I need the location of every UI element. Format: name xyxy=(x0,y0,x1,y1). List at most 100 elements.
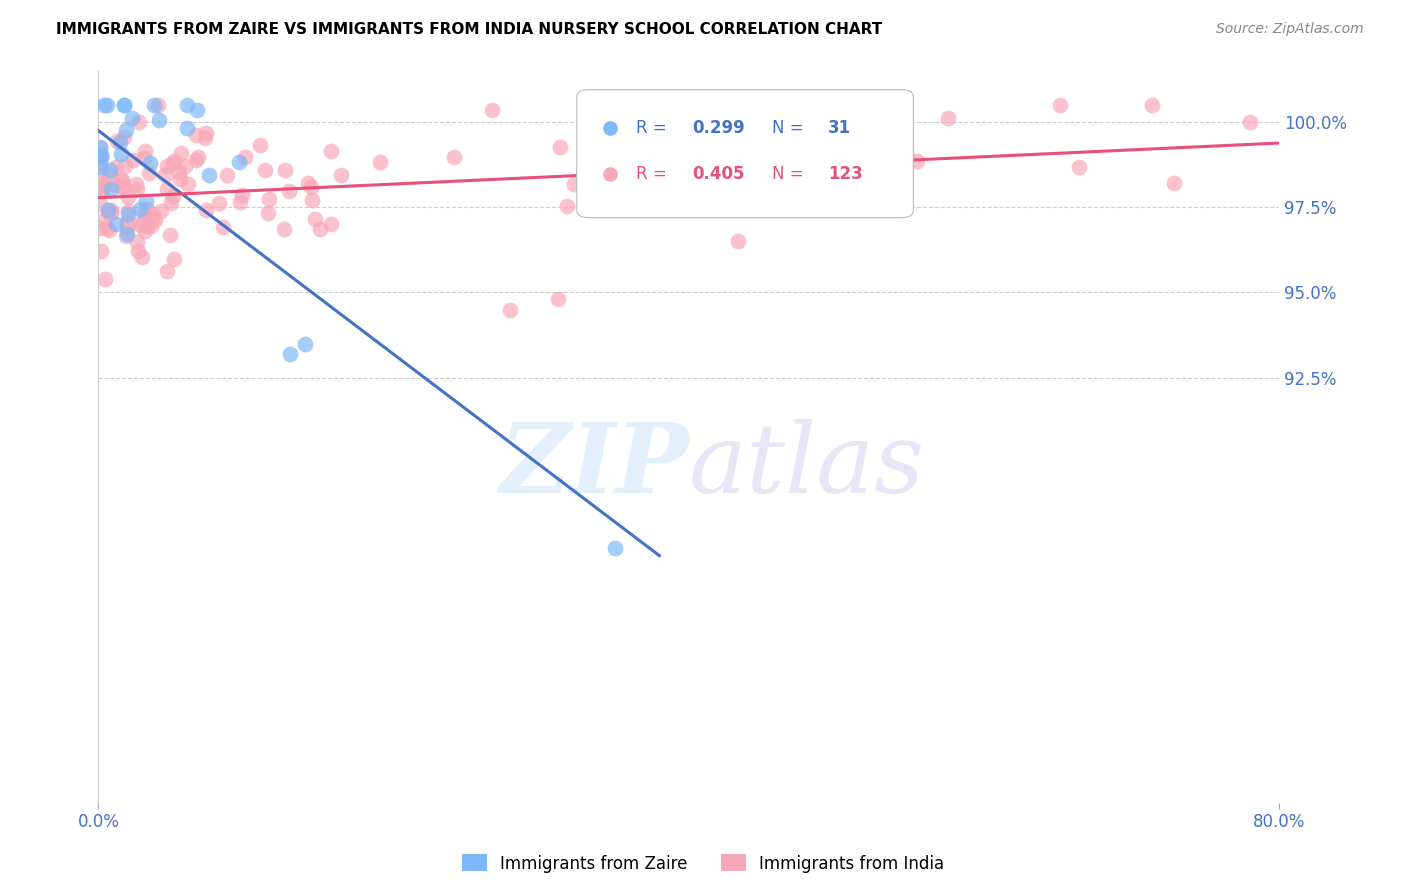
Point xyxy=(114,159,136,173)
Point xyxy=(187,150,209,164)
Point xyxy=(1140,98,1163,112)
Point xyxy=(249,138,271,153)
Point xyxy=(96,204,118,219)
Point xyxy=(319,217,342,231)
Point xyxy=(90,160,112,174)
Text: IMMIGRANTS FROM ZAIRE VS IMMIGRANTS FROM INDIA NURSERY SCHOOL CORRELATION CHART: IMMIGRANTS FROM ZAIRE VS IMMIGRANTS FROM… xyxy=(56,22,883,37)
Point xyxy=(163,252,186,267)
Point xyxy=(91,181,114,195)
Point xyxy=(274,163,297,178)
Point xyxy=(125,182,148,196)
Point xyxy=(905,153,928,168)
Point xyxy=(134,205,156,219)
Text: 0.299: 0.299 xyxy=(693,119,745,136)
Point xyxy=(195,203,218,218)
Point xyxy=(163,154,186,169)
Point xyxy=(112,181,135,195)
Point xyxy=(134,144,156,158)
Point xyxy=(156,264,179,278)
Point xyxy=(650,171,672,186)
Point xyxy=(142,212,165,227)
Point xyxy=(138,156,160,170)
Text: 31: 31 xyxy=(828,119,852,136)
Point xyxy=(125,177,148,191)
Point xyxy=(93,213,115,227)
Point xyxy=(278,185,301,199)
Point xyxy=(668,177,690,191)
Point xyxy=(706,120,728,135)
Point xyxy=(114,122,136,136)
Point xyxy=(117,190,139,204)
Point xyxy=(98,163,121,178)
Point xyxy=(112,130,135,145)
Point xyxy=(104,160,127,174)
Point xyxy=(90,244,112,259)
Point xyxy=(938,111,960,125)
Point xyxy=(150,204,173,219)
Point xyxy=(176,98,198,112)
Point xyxy=(131,218,153,232)
Point xyxy=(128,217,150,231)
Point xyxy=(257,205,280,219)
Point xyxy=(304,212,326,227)
Point xyxy=(93,98,115,112)
Point xyxy=(91,181,114,195)
Point xyxy=(443,151,465,165)
Point xyxy=(301,179,323,194)
Text: Source: ZipAtlas.com: Source: ZipAtlas.com xyxy=(1216,22,1364,37)
Point xyxy=(111,172,134,186)
Point xyxy=(159,227,181,242)
Text: 123: 123 xyxy=(828,165,863,183)
Text: N =: N = xyxy=(772,165,808,183)
Point xyxy=(167,165,190,179)
Point xyxy=(98,168,121,182)
Point xyxy=(893,156,915,170)
Point xyxy=(138,166,160,180)
Point xyxy=(194,131,217,145)
Point xyxy=(135,194,157,208)
Point xyxy=(1049,98,1071,112)
Point xyxy=(198,168,221,182)
Point xyxy=(129,202,152,216)
Point xyxy=(101,177,124,191)
Point xyxy=(132,151,155,165)
Point xyxy=(605,541,627,555)
Point xyxy=(96,98,118,112)
Point xyxy=(90,149,112,163)
Point xyxy=(547,293,569,307)
Point xyxy=(212,219,235,234)
Text: 0.405: 0.405 xyxy=(693,165,745,183)
Point xyxy=(94,272,117,286)
Point xyxy=(741,186,763,201)
Point xyxy=(143,98,166,112)
Point xyxy=(115,221,138,235)
Point xyxy=(169,171,191,186)
Point xyxy=(97,202,120,217)
Point xyxy=(89,220,111,235)
Point xyxy=(207,195,229,210)
Point xyxy=(131,250,153,264)
Text: N =: N = xyxy=(772,119,808,136)
Point xyxy=(321,144,343,158)
Point xyxy=(278,347,302,361)
Point xyxy=(89,153,111,168)
Point xyxy=(127,244,149,258)
Point xyxy=(132,214,155,228)
Point xyxy=(309,222,332,236)
Point xyxy=(273,222,295,236)
Point xyxy=(135,219,157,234)
Point xyxy=(1069,160,1091,174)
Point xyxy=(89,146,111,161)
Point xyxy=(112,98,135,112)
Point xyxy=(136,202,159,216)
Point xyxy=(162,189,184,203)
Point xyxy=(146,98,169,112)
Point xyxy=(100,202,122,217)
Point xyxy=(96,221,118,235)
Point xyxy=(233,150,256,164)
Point xyxy=(186,103,208,117)
Point xyxy=(1239,115,1261,129)
Point xyxy=(115,216,138,230)
Point xyxy=(98,223,121,237)
Point xyxy=(257,192,280,206)
